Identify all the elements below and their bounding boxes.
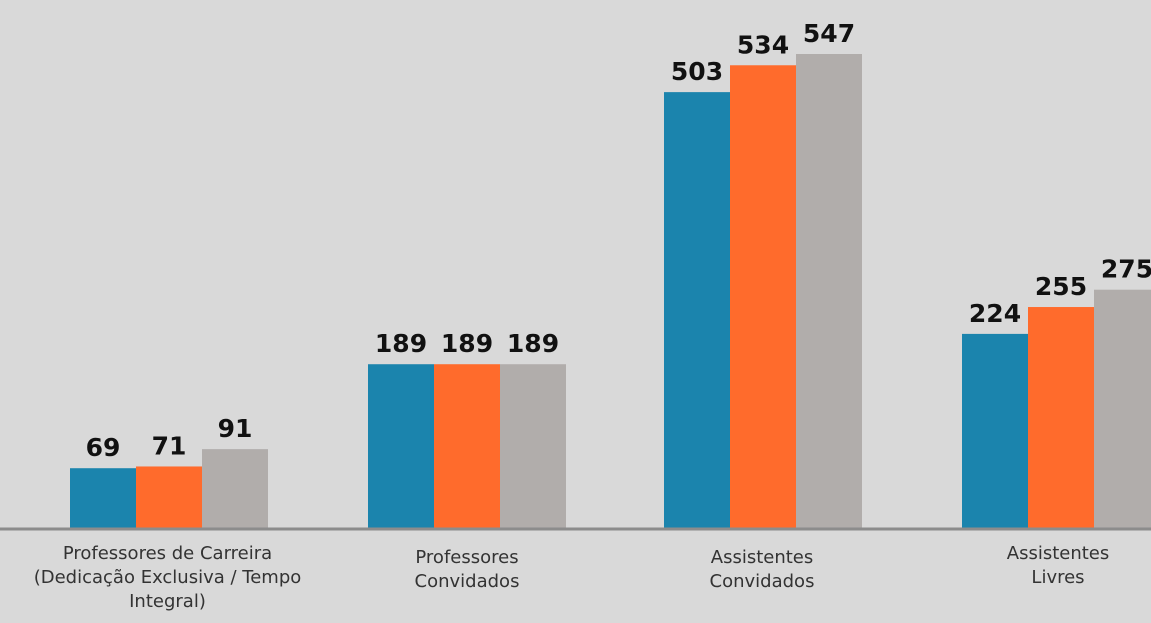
bar-assistentes-livres-series-c <box>1094 289 1151 528</box>
data-label-assistentes-livres-series-c: 275 <box>1101 255 1151 284</box>
data-label-assistentes-convidados-series-c: 547 <box>803 19 855 48</box>
bar-assistentes-convidados-series-b <box>730 65 796 529</box>
data-label-assistentes-convidados-series-a: 503 <box>671 57 723 86</box>
bar-assistentes-convidados-series-a <box>664 92 730 529</box>
data-label-assistentes-convidados-series-b: 534 <box>737 30 789 59</box>
bar-professores-convidados-series-b <box>434 364 500 528</box>
data-label-professores-de-carreira-series-c: 91 <box>218 414 253 443</box>
data-label-professores-convidados-series-c: 189 <box>507 329 559 358</box>
bar-assistentes-livres-series-a <box>962 333 1028 528</box>
data-label-professores-de-carreira-series-a: 69 <box>86 433 121 462</box>
data-label-assistentes-livres-series-b: 255 <box>1035 272 1087 301</box>
category-label-assistentes-convidados: Assistentes Convidados <box>709 547 815 592</box>
data-label-professores-convidados-series-b: 189 <box>441 329 493 358</box>
bar-assistentes-convidados-series-c <box>796 54 862 528</box>
data-label-assistentes-livres-series-a: 224 <box>969 299 1021 328</box>
data-label-professores-de-carreira-series-b: 71 <box>152 431 187 460</box>
bar-assistentes-livres-series-b <box>1028 307 1094 528</box>
bar-professores-de-carreira-series-a <box>70 468 136 528</box>
bar-professores-convidados-series-c <box>500 364 566 528</box>
category-label-professores-de-carreira: Professores de Carreira (Dedicação Exclu… <box>33 543 302 612</box>
category-label-assistentes-livres: Assistentes Livres <box>1006 543 1110 588</box>
data-label-professores-convidados-series-a: 189 <box>375 329 427 358</box>
bar-professores-de-carreira-series-c <box>202 449 268 528</box>
bar-professores-convidados-series-a <box>368 364 434 528</box>
bar-professores-de-carreira-series-b <box>136 466 202 528</box>
category-label-professores-convidados: Professores Convidados <box>414 547 520 592</box>
